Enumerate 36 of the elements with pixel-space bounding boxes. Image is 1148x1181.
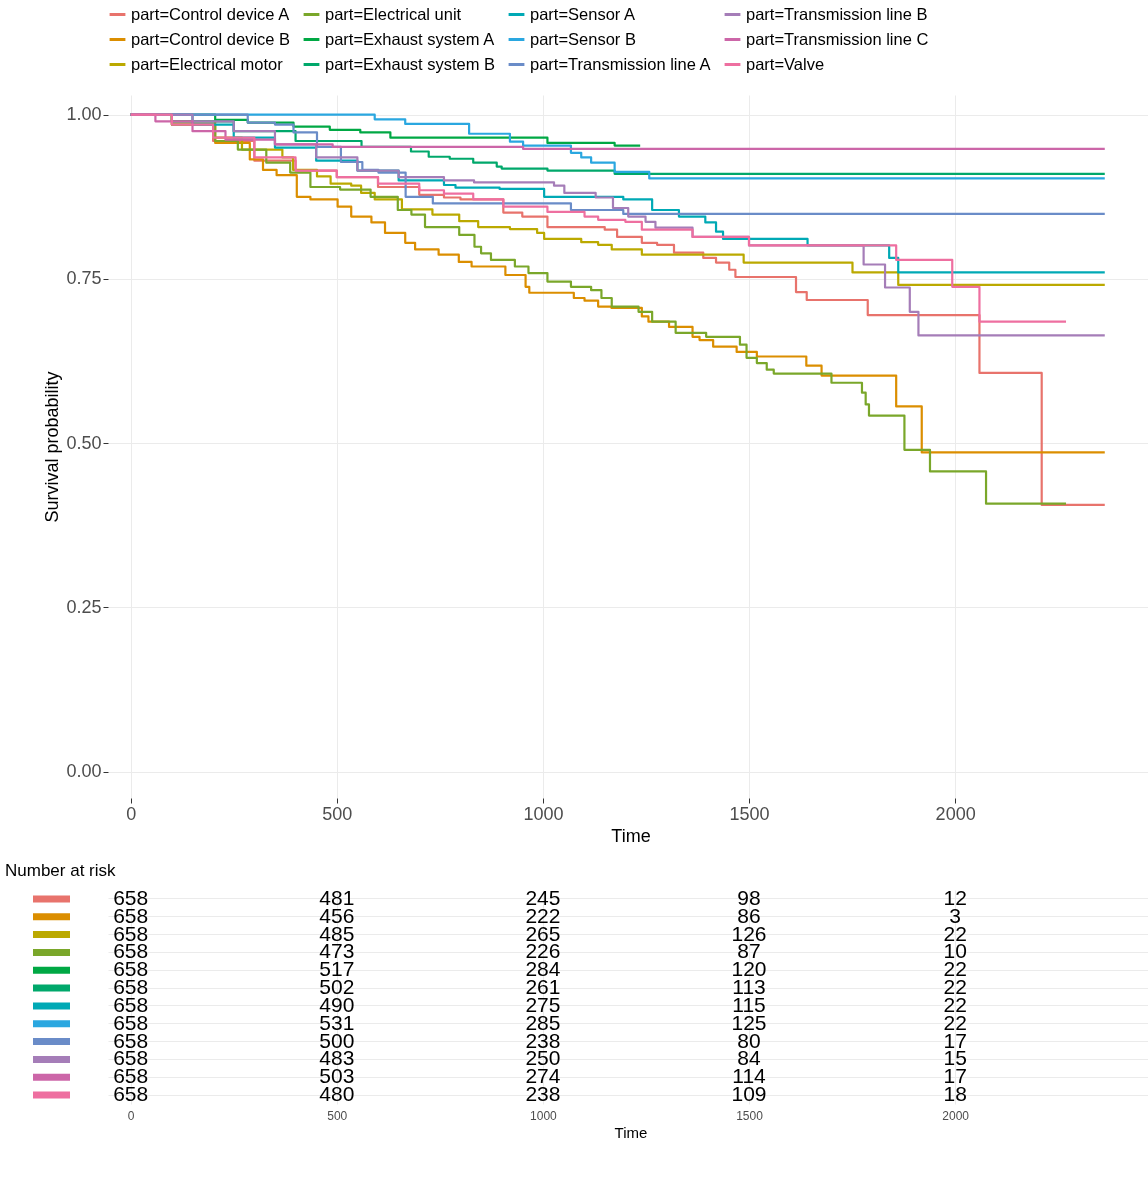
legend-label: part=Transmission line A [530, 54, 711, 73]
x-tick-label: 500 [322, 803, 353, 824]
x-tick-label: 2000 [935, 803, 976, 824]
legend-label: part=Sensor A [530, 4, 636, 23]
data-label: 12 [943, 885, 967, 909]
legend-label: part=Sensor B [530, 29, 636, 48]
y-axis-title: Survival probability [42, 371, 63, 523]
y-tick-label: 1.00 [66, 104, 102, 125]
chart-title: Number at risk [5, 860, 117, 880]
legend-label: part=Electrical motor [131, 54, 284, 73]
x-tick-label: 0 [126, 803, 137, 824]
x-tick-label: 1000 [530, 1108, 558, 1123]
x-tick-label: 0 [127, 1108, 135, 1123]
legend-label: part=Exhaust system B [325, 54, 496, 73]
x-tick-label: 1500 [729, 803, 770, 824]
x-tick-label: 1000 [523, 803, 564, 824]
legend-label: part=Transmission line C [746, 29, 929, 48]
data-label: 481 [319, 885, 355, 909]
x-tick-label: 1500 [736, 1108, 764, 1123]
y-tick-label: 0.00 [66, 761, 102, 782]
legend-label: part=Electrical unit [325, 4, 462, 23]
legend-label: part=Valve [746, 54, 825, 73]
data-label: 658 [113, 885, 149, 909]
x-tick-label: 2000 [942, 1108, 970, 1123]
legend-label: part=Exhaust system A [325, 29, 495, 48]
y-tick-label: 0.25 [66, 596, 102, 617]
x-tick-label: 500 [327, 1108, 348, 1123]
y-tick-label: 0.75 [66, 268, 102, 289]
x-axis-title: Time [614, 1123, 648, 1141]
legend-label: part=Control device B [131, 29, 291, 48]
legend-label: part=Transmission line B [746, 4, 928, 23]
data-label: 245 [525, 885, 561, 909]
legend-label: part=Control device A [131, 4, 290, 23]
y-tick-label: 0.50 [66, 432, 102, 453]
x-axis-title: Time [611, 825, 651, 846]
data-label: 98 [737, 885, 761, 909]
